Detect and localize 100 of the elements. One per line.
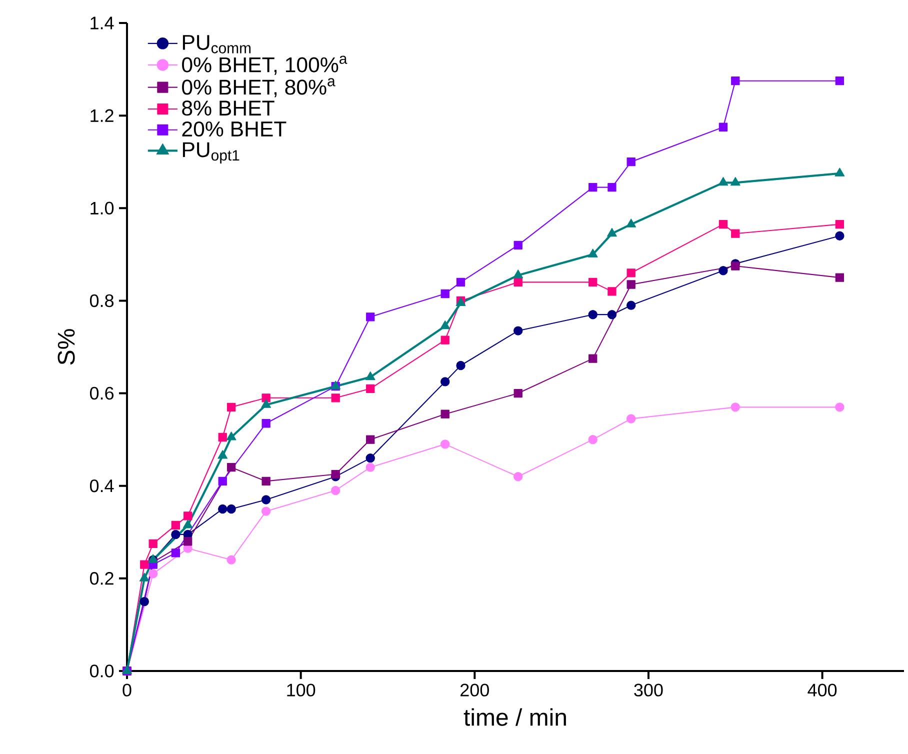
- legend-label: 0% BHET, 100%$^{a}$: [182, 56, 348, 75]
- point: [184, 537, 192, 546]
- point: [148, 539, 158, 548]
- y-tick-label: 1.2: [90, 109, 114, 122]
- y-tick-label: 0.8: [90, 294, 114, 308]
- y-axis-title: S%: [58, 329, 75, 365]
- point: [626, 300, 636, 310]
- point: [440, 336, 450, 344]
- point: [218, 504, 228, 514]
- point: [730, 177, 740, 186]
- point: [226, 463, 236, 472]
- y-tick-label: 0.2: [90, 572, 114, 585]
- point: [456, 278, 466, 287]
- point: [626, 414, 636, 424]
- point: [440, 320, 450, 330]
- legend-label: PU$_{comm}$: [182, 35, 251, 54]
- point: [440, 410, 450, 418]
- point: [588, 310, 598, 320]
- point: [730, 402, 740, 412]
- point: [366, 312, 375, 322]
- point: [513, 270, 524, 278]
- point: [226, 504, 236, 514]
- point: [182, 520, 193, 528]
- point: [171, 530, 180, 540]
- point: [626, 158, 636, 166]
- point: [331, 394, 340, 402]
- point: [514, 240, 522, 250]
- point: [148, 569, 158, 578]
- point: [608, 287, 616, 296]
- point: [718, 177, 728, 186]
- y-tick-label: 0.0: [90, 664, 114, 678]
- point: [366, 453, 375, 463]
- point: [218, 432, 227, 442]
- point: [588, 248, 598, 258]
- point: [261, 495, 271, 504]
- point: [184, 512, 192, 520]
- point: [262, 394, 270, 402]
- point: [261, 399, 272, 408]
- point: [588, 182, 598, 192]
- point: [514, 388, 522, 398]
- x-tick-label: 200: [460, 684, 489, 696]
- point: [218, 450, 228, 459]
- point: [588, 278, 598, 287]
- point: [626, 268, 636, 278]
- y-tick-label: 0.4: [90, 479, 114, 492]
- point: [718, 220, 728, 229]
- point: [626, 218, 636, 228]
- point: [171, 548, 180, 558]
- legend-label: 8% BHET: [182, 100, 274, 116]
- legend-label: 0% BHET, 80%$^{a}$: [182, 78, 336, 98]
- point: [588, 354, 598, 363]
- point: [607, 310, 617, 320]
- point: [171, 520, 180, 530]
- point: [731, 76, 740, 86]
- point: [607, 228, 617, 237]
- point: [718, 266, 728, 276]
- point: [835, 76, 844, 86]
- point: [835, 402, 844, 412]
- point: [226, 555, 236, 565]
- point: [456, 360, 466, 370]
- point: [835, 273, 844, 282]
- point: [139, 572, 150, 582]
- point: [261, 506, 271, 516]
- point: [365, 371, 376, 380]
- y-tick-label: 1.4: [90, 16, 114, 30]
- point: [514, 326, 523, 336]
- point: [366, 384, 375, 393]
- legend-label: 20% BHET: [182, 121, 286, 137]
- point: [440, 440, 450, 449]
- point: [366, 462, 375, 472]
- point: [834, 168, 845, 176]
- point: [226, 432, 236, 440]
- point: [626, 280, 636, 289]
- point: [262, 419, 270, 428]
- point: [608, 182, 616, 192]
- point: [330, 486, 340, 496]
- point: [731, 229, 740, 238]
- legend-label: PU$_{opt1}$: [182, 142, 240, 164]
- x-axis-title: time / min: [464, 708, 566, 726]
- x-tick-label: 100: [287, 684, 316, 696]
- point: [588, 434, 598, 444]
- y-tick-label: 0.6: [90, 386, 114, 400]
- point: [835, 231, 844, 241]
- point: [440, 289, 450, 298]
- point: [366, 435, 375, 444]
- point: [440, 377, 450, 386]
- x-tick-label: 400: [808, 684, 837, 696]
- x-tick-label: 0: [122, 684, 132, 696]
- point: [514, 472, 523, 482]
- y-tick-label: 1.0: [90, 202, 114, 214]
- point: [331, 470, 340, 479]
- point: [140, 596, 149, 606]
- point: [718, 122, 728, 132]
- point: [731, 262, 740, 270]
- point: [226, 402, 236, 412]
- point: [218, 476, 227, 486]
- point: [262, 476, 270, 486]
- point: [835, 220, 844, 229]
- point: [514, 278, 522, 287]
- x-tick-label: 300: [634, 684, 663, 696]
